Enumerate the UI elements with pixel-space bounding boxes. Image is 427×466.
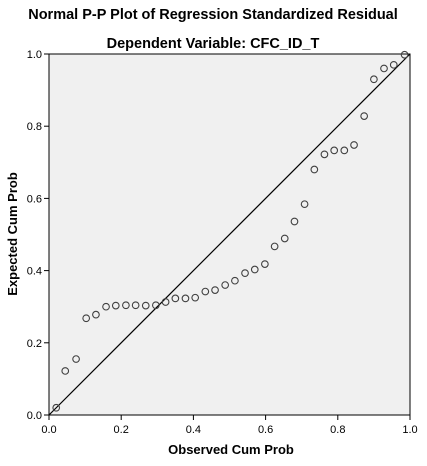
x-tick-label: 0.8: [330, 424, 345, 436]
data-point: [340, 146, 349, 155]
x-axis-ticks: 0.0 0.2 0.4 0.6 0.8 1.0: [41, 415, 418, 436]
reference-diagonal-line: [48, 53, 411, 416]
x-axis-label: Observed Cum Prob: [168, 442, 294, 457]
x-tick-label: 0.4: [186, 424, 201, 436]
reference-line-layer: [48, 53, 411, 416]
y-tick-label: 0.6: [27, 193, 42, 205]
y-axis-label: Expected Cum Prob: [5, 172, 20, 296]
data-point: [250, 265, 259, 274]
data-point: [320, 150, 329, 159]
x-tick-label: 0.0: [41, 424, 56, 436]
chart-subtitle: Dependent Variable: CFC_ID_T: [107, 36, 320, 52]
data-point: [161, 298, 170, 306]
data-point: [131, 301, 140, 310]
x-tick-label: 0.6: [258, 424, 273, 436]
y-tick-label: 0.0: [27, 410, 42, 422]
y-axis-ticks: 0.0 0.2 0.4 0.6 0.8 1.0: [27, 49, 49, 422]
data-point: [221, 281, 230, 289]
data-point: [280, 234, 289, 243]
data-point: [400, 50, 409, 59]
chart-title: Normal P-P Plot of Regression Standardiz…: [28, 7, 398, 23]
y-tick-label: 0.4: [27, 266, 42, 278]
y-tick-label: 0.2: [27, 338, 42, 350]
data-point: [52, 403, 61, 412]
data-point: [350, 141, 358, 149]
data-point: [141, 301, 150, 310]
data-point: [231, 276, 239, 285]
data-point: [72, 355, 80, 363]
data-point: [61, 367, 70, 375]
data-point: [152, 301, 160, 310]
data-point: [211, 286, 219, 294]
data-point: [171, 294, 180, 303]
data-point: [380, 64, 388, 73]
y-tick-label: 0.8: [27, 121, 42, 133]
data-point: [261, 260, 269, 268]
data-point: [300, 200, 309, 209]
data-point: [82, 314, 91, 323]
data-point: [310, 165, 319, 174]
y-tick-label: 1.0: [27, 49, 42, 61]
data-point: [370, 75, 378, 84]
data-point: [102, 302, 110, 311]
data-point: [191, 293, 200, 302]
x-tick-label: 0.2: [114, 424, 129, 436]
data-point: [270, 242, 279, 251]
data-point: [389, 60, 398, 69]
x-tick-label: 1.0: [402, 424, 417, 436]
data-point: [360, 112, 369, 120]
data-point: [290, 217, 299, 226]
data-point: [111, 301, 120, 310]
data-point: [330, 146, 339, 155]
data-point: [122, 301, 130, 310]
data-point: [92, 310, 100, 319]
points-layer: [52, 50, 409, 412]
data-point: [201, 287, 210, 296]
data-point: [241, 269, 249, 277]
data-point: [181, 294, 190, 303]
